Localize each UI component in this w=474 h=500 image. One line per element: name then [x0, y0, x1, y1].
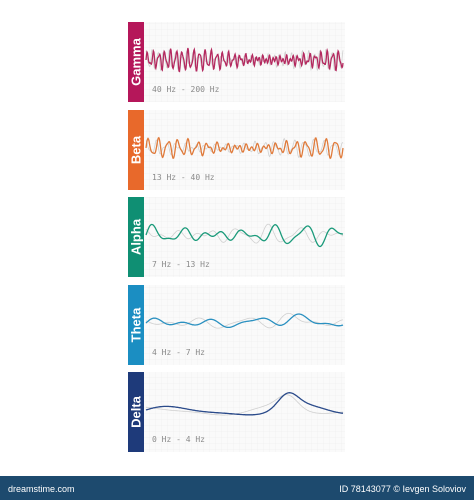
tab	[128, 197, 144, 277]
wave-name: Alpha	[128, 218, 143, 255]
wave	[145, 136, 344, 160]
wave-name: Delta	[128, 395, 143, 428]
wave	[145, 47, 344, 73]
frequency-range: 13 Hz - 40 Hz	[152, 173, 215, 182]
frequency-range: 7 Hz - 13 Hz	[152, 260, 210, 269]
wave-name: Gamma	[128, 37, 143, 85]
wave	[145, 223, 343, 248]
tab	[128, 285, 144, 365]
wave	[145, 313, 344, 329]
site-name: dreamstime.com	[8, 484, 75, 494]
wave-name: Theta	[128, 307, 143, 342]
footer-bar	[0, 476, 474, 500]
wave-shadow	[145, 312, 344, 329]
tab	[128, 110, 144, 190]
wave-shadow	[145, 138, 344, 158]
frequency-range: 40 Hz - 200 Hz	[152, 85, 220, 94]
frequency-range: 0 Hz - 4 Hz	[152, 435, 205, 444]
wave-name: Beta	[128, 135, 143, 164]
panel-grid	[144, 285, 345, 365]
credit: ID 78143077 © Ievgen Soloviov	[339, 484, 466, 494]
tab	[128, 372, 144, 452]
tab	[128, 22, 144, 102]
wave	[145, 392, 344, 416]
frequency-range: 4 Hz - 7 Hz	[152, 348, 205, 357]
wave-shadow	[145, 394, 343, 416]
wave-shadow	[145, 223, 344, 244]
